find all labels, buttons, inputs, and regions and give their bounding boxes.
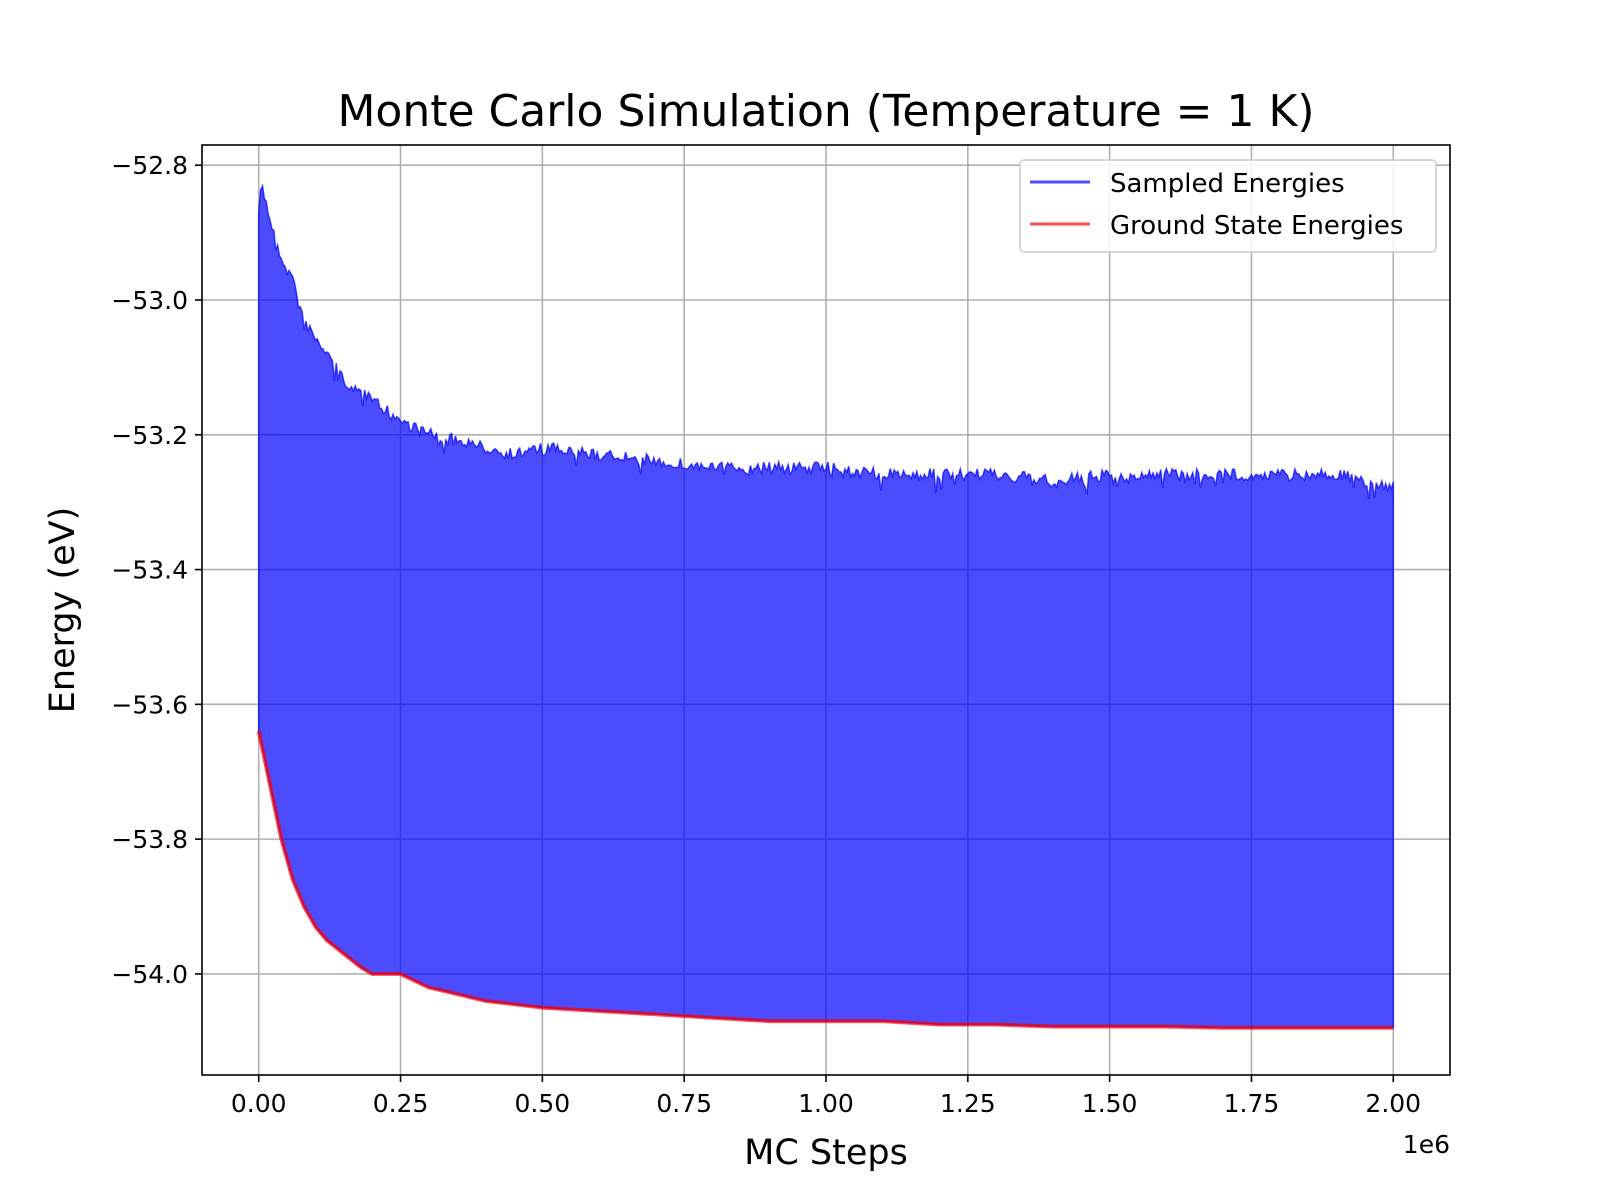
x-tick-label: 0.25: [373, 1089, 429, 1118]
y-tick-label: −53.0: [111, 286, 188, 315]
series-sampled-energies-band: [257, 183, 1395, 1029]
chart-title: Monte Carlo Simulation (Temperature = 1 …: [337, 86, 1314, 137]
legend-label-sampled-energies: Sampled Energies: [1110, 169, 1345, 199]
legend-label-ground-state-energies: Ground State Energies: [1110, 211, 1403, 241]
y-tick-label: −54.0: [111, 960, 188, 989]
series-layer: [256, 183, 1395, 1030]
x-axis-offset-text: 1e6: [1403, 1130, 1450, 1159]
legend: Sampled Energies Ground State Energies: [1019, 159, 1437, 253]
x-tick-label: 1.75: [1224, 1089, 1280, 1118]
y-tick-label: −53.2: [111, 421, 188, 450]
x-tick-label: 1.25: [940, 1089, 996, 1118]
series-ground-state-energies-line: [256, 730, 1394, 1030]
ticks: 0.00 0.25 0.50 0.75 1.00 1.25 1.50 1.75 2.00 −52.…: [111, 151, 1421, 1118]
y-tick-label: −53.4: [111, 556, 188, 585]
x-tick-label: 1.00: [798, 1089, 854, 1118]
x-axis-label: MC Steps: [744, 1133, 908, 1173]
y-tick-label: −53.6: [111, 690, 188, 719]
x-tick-label: 1.50: [1082, 1089, 1138, 1118]
y-axis-label: Energy (eV): [43, 507, 83, 713]
x-tick-label: 0.75: [656, 1089, 712, 1118]
y-tick-label: −52.8: [111, 151, 188, 180]
legend-box: [1019, 159, 1437, 253]
y-tick-label: −53.8: [111, 825, 188, 854]
x-tick-label: 0.50: [515, 1089, 571, 1118]
x-tick-label: 2.00: [1365, 1089, 1421, 1118]
x-tick-label: 0.00: [231, 1089, 287, 1118]
